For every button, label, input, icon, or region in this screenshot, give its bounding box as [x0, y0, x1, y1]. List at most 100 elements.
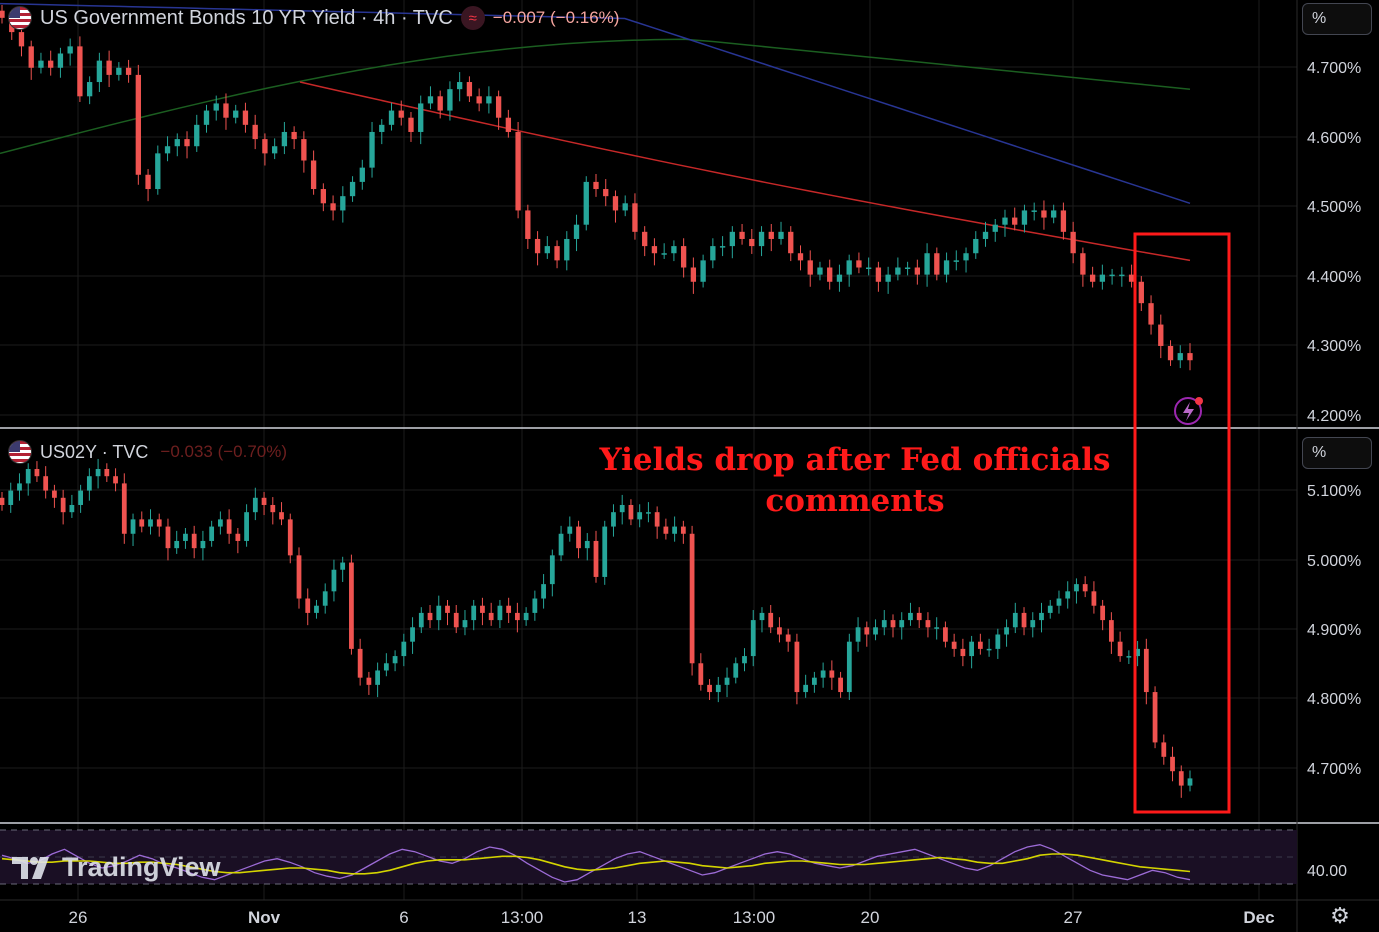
candle [797, 245, 804, 271]
price-tick-label: 4.700% [1307, 60, 1361, 77]
candle-body [995, 634, 1001, 649]
candle-body [38, 60, 44, 68]
candle-body [457, 82, 463, 90]
candle [1074, 578, 1079, 604]
candle-body [418, 612, 424, 628]
unit-toggle-top[interactable]: % [1302, 3, 1372, 35]
candle [934, 617, 940, 640]
candle [445, 599, 450, 626]
candle [1126, 650, 1132, 664]
time-axis[interactable]: 26 Nov 6 13:00 13 13:00 20 27 Dec [69, 908, 1275, 927]
gear-icon[interactable]: ⚙ [1330, 903, 1350, 928]
candle-body [398, 110, 404, 118]
candle [462, 610, 468, 636]
candle-body [881, 620, 887, 628]
candle-body [388, 110, 395, 125]
candle [1082, 576, 1088, 598]
candle-body [875, 267, 882, 282]
candle-body [628, 504, 634, 520]
candle [1051, 204, 1057, 224]
candle [759, 607, 765, 633]
candle-body [710, 246, 716, 261]
candle [593, 174, 599, 197]
candle-body [817, 267, 823, 275]
candle [943, 621, 948, 648]
candle-body [1056, 598, 1062, 606]
candle-body [139, 519, 145, 527]
candle-body [252, 497, 258, 513]
candle [359, 159, 365, 190]
candle-body [632, 203, 638, 232]
candle [383, 653, 389, 677]
time-tick-label: Dec [1243, 908, 1274, 927]
candle [67, 38, 73, 66]
candle [95, 458, 101, 489]
top-legend[interactable]: US Government Bonds 10 YR Yield · 4h · T… [8, 6, 619, 30]
candle-body [1109, 274, 1115, 277]
candle-body [164, 146, 171, 154]
rsi-indicator [1, 844, 1191, 883]
candle-body [768, 612, 774, 628]
candle [38, 52, 44, 74]
candle-body [95, 469, 101, 477]
candle [1041, 200, 1047, 230]
candle-body [357, 648, 363, 678]
rsi-axis[interactable]: 40.00 [1307, 863, 1347, 880]
candle [986, 638, 992, 657]
candle [742, 648, 747, 672]
candle [480, 597, 485, 626]
price-axis-bottom[interactable]: 5.100% 5.000% 4.900% 4.800% 4.700% [1307, 483, 1361, 778]
candle-body [471, 605, 477, 621]
candle-body [1080, 253, 1086, 275]
candle [758, 226, 765, 257]
candle [213, 95, 219, 121]
candle [86, 76, 93, 105]
candle-body [436, 605, 442, 621]
candle [593, 530, 599, 583]
candle-body [331, 569, 337, 592]
candle [301, 131, 307, 173]
candle-body [1070, 231, 1076, 254]
candle [733, 657, 739, 684]
candle-body [973, 238, 979, 254]
candle-body [34, 469, 40, 477]
candle [515, 121, 521, 219]
candle-body [486, 96, 492, 104]
candle [279, 502, 284, 526]
candle-body [330, 203, 336, 211]
annotation-line-1: Yields drop after Fed officials [599, 442, 1111, 478]
candle-body [654, 512, 660, 527]
approx-equal-icon[interactable]: ≈ [460, 6, 485, 30]
candle-body [602, 526, 608, 577]
candle [554, 240, 560, 269]
candle-body [750, 620, 756, 657]
candle [57, 47, 64, 78]
candle [270, 497, 276, 525]
candle [960, 638, 966, 667]
candle-body [603, 189, 609, 197]
candle [164, 136, 171, 162]
candle-body [719, 246, 726, 248]
candle [885, 266, 891, 294]
top-legend-title: US Government Bonds 10 YR Yield · 4h · T… [40, 6, 453, 29]
time-tick-label: 6 [399, 908, 408, 927]
bottom-legend[interactable]: US02Y · TVC −0.033 (−0.70%) [8, 440, 287, 464]
us02y-candles [0, 458, 1193, 798]
candle [497, 599, 503, 629]
tradingview-logo[interactable]: TradingView [12, 852, 221, 883]
price-axis-top[interactable]: 4.700% 4.600% 4.500% 4.400% 4.300% 4.200% [1307, 60, 1361, 425]
lightning-event-icon[interactable] [1174, 397, 1203, 425]
candle [924, 243, 930, 287]
candle [811, 671, 817, 693]
time-tick-label: 20 [861, 908, 880, 927]
candle [1138, 276, 1144, 312]
candle [817, 261, 823, 281]
candle [0, 492, 5, 511]
unit-toggle-bottom[interactable]: % [1302, 437, 1372, 469]
candle-body [724, 677, 730, 685]
candle-body [1065, 591, 1071, 599]
candle-body [567, 526, 573, 534]
candle-body [226, 519, 232, 534]
candle-body [349, 181, 356, 197]
